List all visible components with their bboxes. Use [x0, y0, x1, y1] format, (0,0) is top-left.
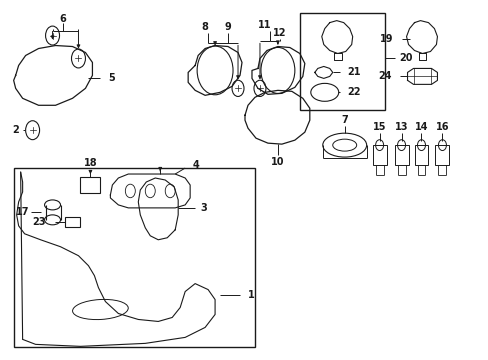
Text: 4: 4	[192, 160, 199, 170]
Text: 12: 12	[273, 28, 286, 37]
Text: 11: 11	[258, 19, 271, 30]
Text: 5: 5	[108, 73, 115, 84]
Text: 13: 13	[394, 122, 407, 132]
Text: 1: 1	[247, 289, 254, 300]
Bar	[64, 217, 81, 227]
Text: 17: 17	[16, 207, 29, 217]
Text: 22: 22	[347, 87, 361, 97]
Text: 3: 3	[200, 203, 206, 213]
Bar	[81, 177, 100, 193]
Text: 21: 21	[347, 67, 361, 77]
Text: 18: 18	[83, 158, 97, 168]
Text: 6: 6	[59, 14, 66, 24]
Bar	[299, 13, 384, 110]
Bar	[14, 168, 254, 347]
Text: 2: 2	[12, 125, 19, 135]
Text: 23: 23	[32, 217, 45, 227]
Bar	[394, 145, 407, 165]
Text: 7: 7	[341, 115, 347, 125]
Bar	[435, 145, 448, 165]
Text: 8: 8	[201, 22, 208, 32]
Text: 19: 19	[379, 33, 393, 44]
Text: 9: 9	[224, 22, 231, 32]
Bar	[414, 145, 427, 165]
Text: 15: 15	[372, 122, 386, 132]
Text: 20: 20	[399, 54, 412, 63]
Text: 24: 24	[377, 71, 391, 81]
Text: 16: 16	[435, 122, 448, 132]
Text: 14: 14	[414, 122, 427, 132]
Text: 10: 10	[271, 157, 284, 167]
Bar	[372, 145, 386, 165]
